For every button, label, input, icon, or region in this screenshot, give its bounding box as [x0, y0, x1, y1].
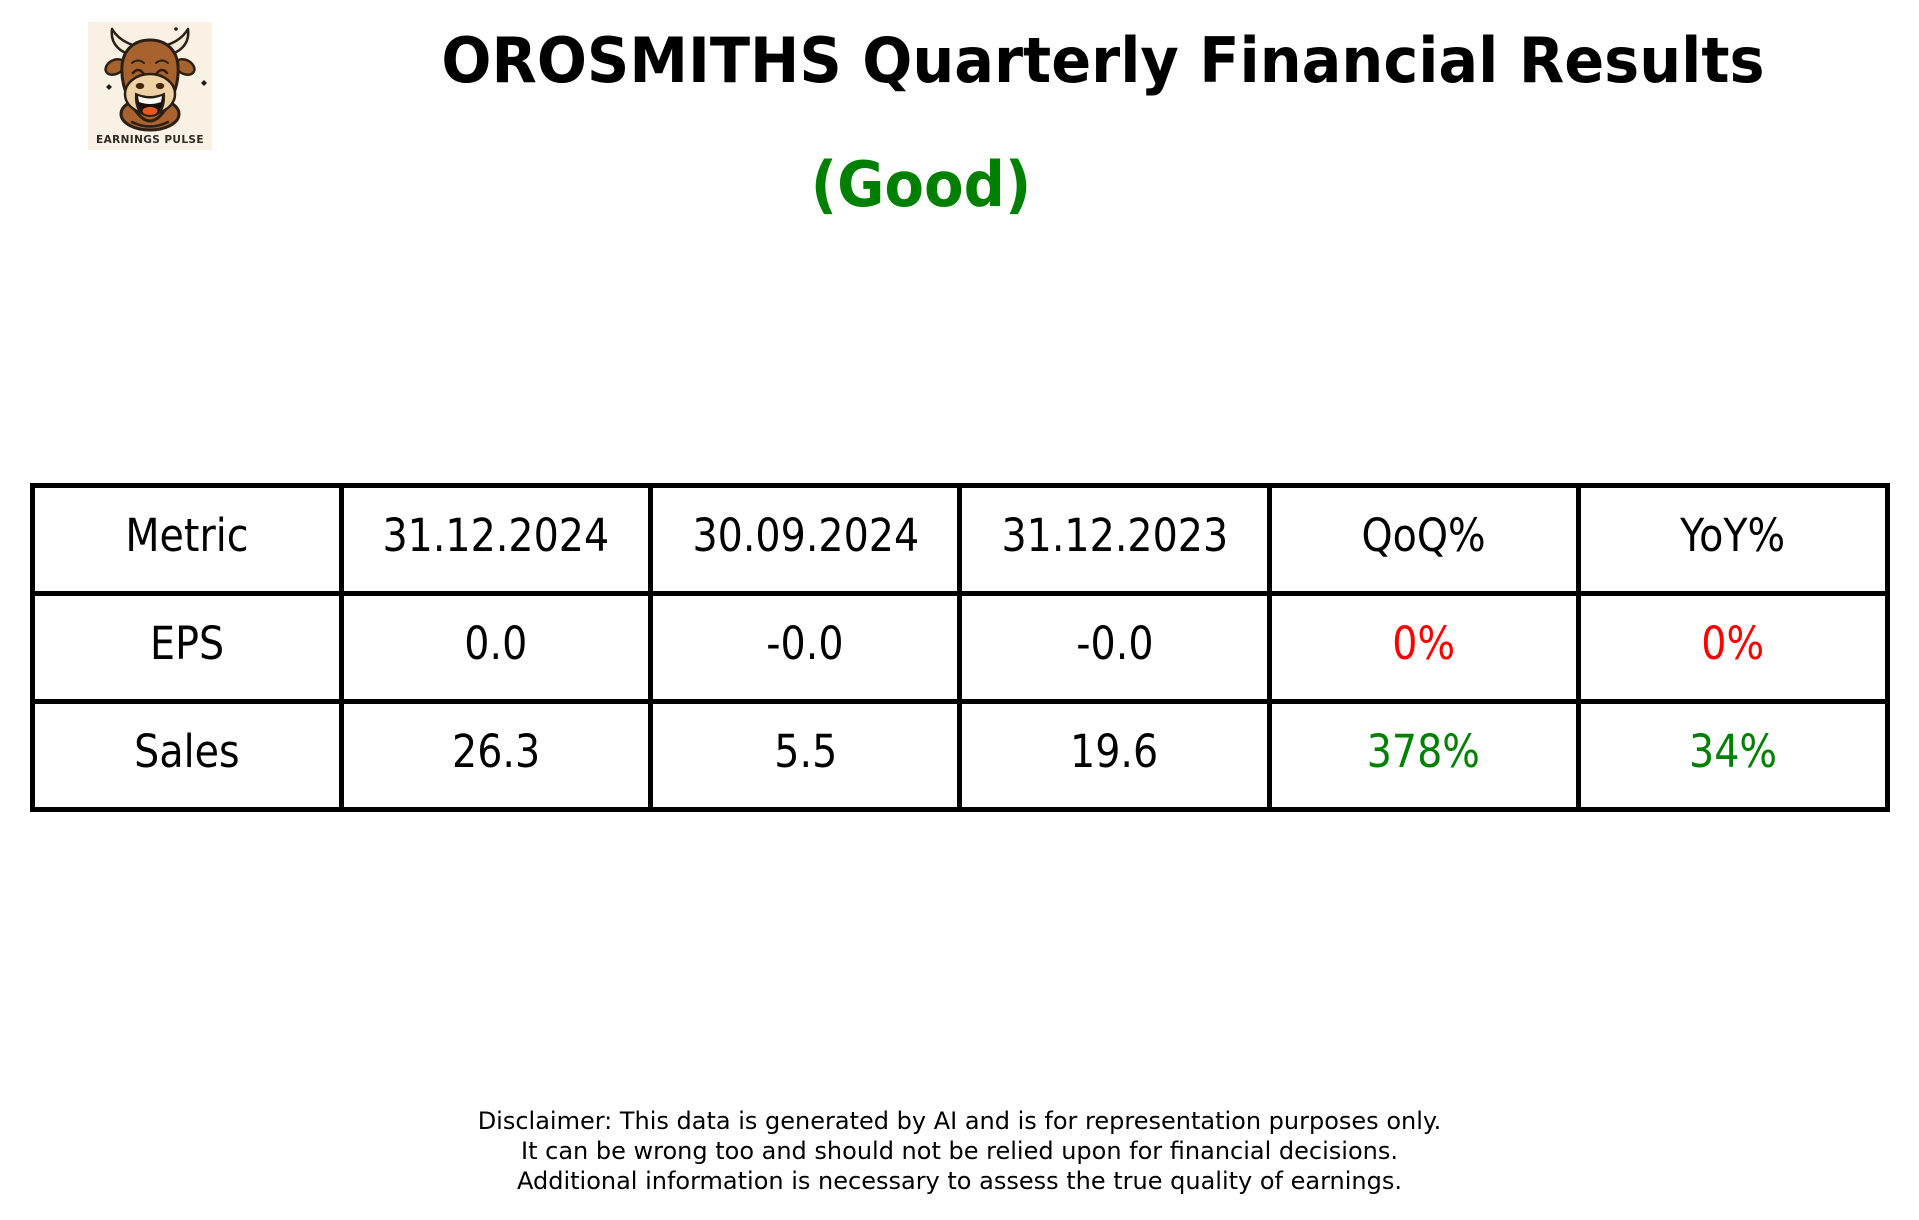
disclaimer-line: It can be wrong too and should not be re…: [521, 1137, 1398, 1165]
table-row-eps: EPS 0.0 -0.0 -0.0 0% 0%: [29, 591, 1891, 704]
column-header-yoy: YoY%: [1575, 483, 1891, 596]
value-cell: 19.6: [957, 699, 1272, 812]
column-header-qoq: QoQ%: [1266, 483, 1581, 596]
results-table: Metric 31.12.2024 30.09.2024 31.12.2023 …: [29, 483, 1891, 812]
column-header-q-current: 31.12.2024: [339, 483, 654, 596]
metric-cell: EPS: [29, 591, 345, 704]
qoq-cell: 0%: [1266, 591, 1581, 704]
qoq-cell: 378%: [1266, 699, 1581, 812]
yoy-cell: 0%: [1575, 591, 1891, 704]
column-header-q-yearago: 31.12.2023: [957, 483, 1272, 596]
disclaimer-line: Additional information is necessary to a…: [516, 1167, 1402, 1195]
bull-logo-icon: [104, 27, 207, 132]
table-row-sales: Sales 26.3 5.5 19.6 378% 34%: [29, 699, 1891, 812]
brand-name: EARNINGS PULSE: [96, 134, 204, 146]
value-cell: 0.0: [339, 591, 654, 704]
value-cell: -0.0: [648, 591, 963, 704]
metric-cell: Sales: [29, 699, 345, 812]
value-cell: -0.0: [957, 591, 1272, 704]
value-cell: 26.3: [339, 699, 654, 812]
column-header-q-previous: 30.09.2024: [648, 483, 963, 596]
yoy-cell: 34%: [1575, 699, 1891, 812]
table-header-row: Metric 31.12.2024 30.09.2024 31.12.2023 …: [29, 483, 1891, 596]
column-header-metric: Metric: [29, 483, 345, 596]
disclaimer-line: Disclaimer: This data is generated by AI…: [477, 1107, 1442, 1135]
brand-logo: EARNINGS PULSE: [88, 22, 212, 150]
disclaimer: Disclaimer: This data is generated by AI…: [0, 1106, 1919, 1196]
value-cell: 5.5: [648, 699, 963, 812]
verdict-label: (Good): [810, 148, 1032, 221]
page-title: OROSMITHS Quarterly Financial Results: [441, 24, 1765, 97]
